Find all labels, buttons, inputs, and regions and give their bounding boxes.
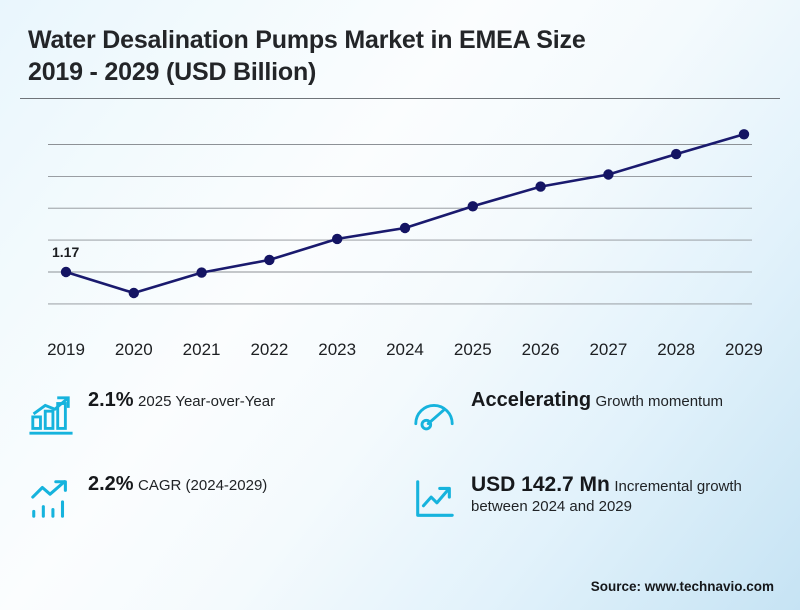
series-line (64, 132, 746, 295)
stat-cagr-text: 2.2% CAGR (2024-2029) (88, 472, 267, 497)
stat-cagr-value: 2.2% (88, 473, 134, 495)
stat-incremental-caption: Incremental growth between 2024 and 2029 (471, 478, 742, 515)
data-point-2026 (535, 181, 546, 192)
stat-yoy-value: 2.1% (88, 389, 134, 411)
data-point-2022 (264, 254, 275, 266)
stat-incremental: USD 142.7 Mn Incremental growth between … (411, 472, 772, 564)
title-block: Water Desalination Pumps Market in EMEA … (28, 24, 728, 88)
chart-svg (48, 129, 752, 305)
stat-momentum: Accelerating Growth momentum (411, 388, 772, 472)
stats-grid: 2.1% 2025 Year-over-Year Accelerating Gr… (28, 388, 772, 564)
bar-chart-growth-icon (28, 392, 74, 438)
data-point-2023 (332, 233, 343, 245)
data-point-label-2019: 1.17 (52, 244, 80, 260)
source-label: Source: www.technavio.com (590, 579, 774, 594)
stat-incremental-text: USD 142.7 Mn Incremental growth between … (471, 472, 742, 517)
stat-cagr: 2.2% CAGR (2024-2029) (28, 472, 389, 564)
data-point-2027 (603, 169, 614, 180)
speedometer-icon (411, 392, 457, 438)
stat-momentum-text: Accelerating Growth momentum (471, 388, 723, 413)
title-divider (20, 98, 780, 99)
stat-momentum-caption: Growth momentum (595, 393, 724, 410)
chart-gridlines (48, 144, 752, 305)
trend-up-bars-icon (28, 476, 74, 522)
data-point-2025 (467, 201, 478, 212)
stat-momentum-value: Accelerating (471, 389, 592, 411)
stat-yoy: 2.1% 2025 Year-over-Year (28, 388, 389, 472)
chart-arrow-up-icon (411, 476, 457, 522)
data-point-2021 (196, 267, 207, 278)
data-point-2029 (738, 129, 750, 140)
data-point-2028 (671, 148, 682, 160)
stat-cagr-caption: CAGR (2024-2029) (138, 477, 268, 494)
page-title: Water Desalination Pumps Market in EMEA … (28, 26, 586, 86)
stat-yoy-caption: 2025 Year-over-Year (138, 393, 276, 410)
line-chart: 1.17 (0, 100, 800, 368)
data-point-2024 (399, 222, 411, 234)
data-point-2019 (60, 266, 72, 278)
stat-yoy-text: 2.1% 2025 Year-over-Year (88, 388, 275, 413)
series-markers (60, 129, 750, 299)
stat-incremental-value: USD 142.7 Mn (471, 473, 610, 496)
data-point-2020 (128, 287, 139, 299)
